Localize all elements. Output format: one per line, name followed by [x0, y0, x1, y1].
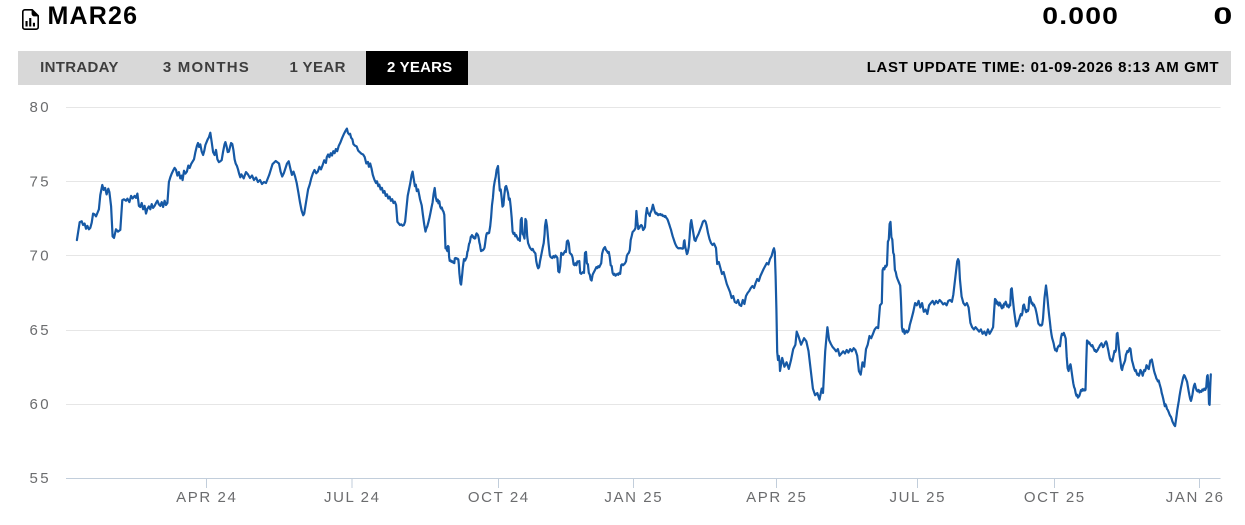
svg-text:JUL 25: JUL 25	[890, 489, 947, 506]
svg-text:70: 70	[30, 248, 52, 265]
svg-text:OCT 24: OCT 24	[468, 489, 530, 506]
svg-text:JAN 25: JAN 25	[604, 489, 663, 506]
svg-text:80: 80	[30, 99, 52, 116]
svg-text:55: 55	[30, 470, 52, 487]
svg-text:JAN 26: JAN 26	[1166, 489, 1225, 506]
svg-text:APR 25: APR 25	[746, 489, 807, 506]
svg-text:65: 65	[30, 322, 52, 339]
svg-text:JUL 24: JUL 24	[324, 489, 381, 506]
svg-text:OCT 25: OCT 25	[1024, 489, 1086, 506]
svg-text:APR 24: APR 24	[176, 489, 237, 506]
svg-text:75: 75	[30, 173, 52, 190]
svg-text:60: 60	[30, 396, 52, 413]
